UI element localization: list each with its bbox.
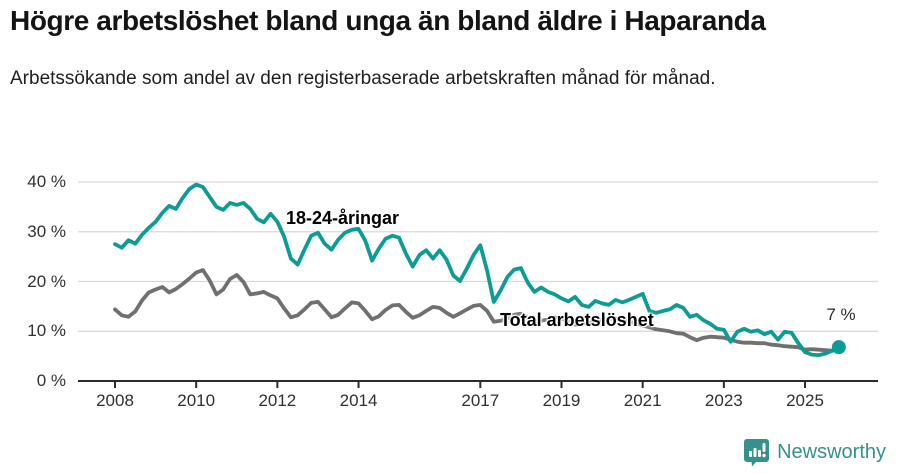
chart-subtitle: Arbetssökande som andel av den registerb… (10, 68, 716, 89)
x-axis-tick-label: 2014 (339, 391, 378, 410)
x-axis-tick-label: 2010 (177, 391, 216, 410)
x-axis-tick-label: 2019 (542, 391, 581, 410)
y-axis-tick-label: 30 % (27, 221, 66, 241)
series-end-dot (831, 340, 846, 355)
x-axis-tick-label: 2023 (704, 391, 743, 410)
series-label-18-24: 18-24-åringar (286, 208, 400, 228)
series-line-18-24 (113, 182, 841, 358)
x-axis-tick-label: 2025 (786, 391, 824, 410)
series-label-total: Total arbetslöshet (500, 310, 654, 330)
end-value-annotation: 7 % (826, 305, 856, 324)
y-axis-tick-label: 10 % (27, 321, 66, 341)
page-title: Högre arbetslöshet bland unga än bland ä… (10, 5, 766, 36)
newsworthy-logo[interactable]: Newsworthy (743, 438, 886, 467)
newsworthy-wordmark: Newsworthy (777, 441, 886, 463)
x-axis-tick-label: 2012 (258, 391, 297, 410)
y-axis-tick-label: 20 % (27, 271, 66, 291)
series-line-total (113, 268, 841, 353)
y-axis-tick-label: 40 % (27, 172, 66, 191)
y-axis-tick-label: 0 % (36, 371, 66, 390)
x-axis-tick-label: 2017 (461, 391, 500, 410)
x-axis-tick-label: 2021 (623, 391, 662, 410)
x-axis-tick-label: 2008 (96, 391, 134, 410)
newsworthy-bubble-icon (744, 439, 770, 467)
